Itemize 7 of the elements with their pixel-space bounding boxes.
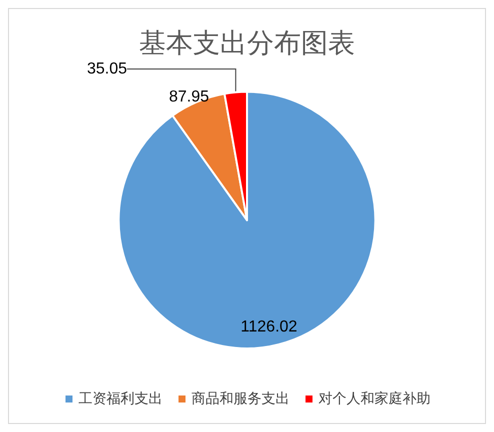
data-label: 1126.02	[240, 318, 298, 336]
legend-label: 商品和服务支出	[192, 391, 290, 407]
data-label: 35.05	[87, 60, 128, 78]
data-label: 87.95	[169, 88, 210, 106]
legend-label: 对个人和家庭补助	[318, 391, 430, 407]
legend-label: 工资福利支出	[78, 391, 162, 407]
chart-title: 基本支出分布图表	[139, 28, 355, 59]
